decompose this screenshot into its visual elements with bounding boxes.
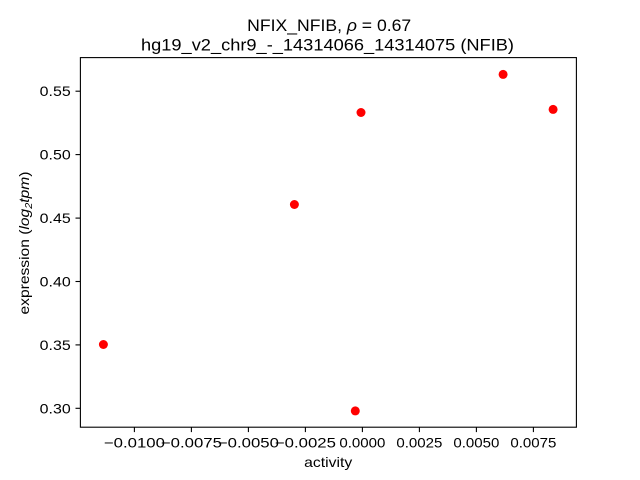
svg-text:0.0075: 0.0075 [510,435,556,451]
svg-text:0.0025: 0.0025 [396,435,442,451]
svg-text:0.35: 0.35 [40,337,71,353]
svg-text:−0.0025: −0.0025 [275,435,336,451]
svg-text:activity: activity [304,454,352,470]
svg-text:0.55: 0.55 [40,83,71,99]
svg-text:hg19_v2_chr9_-_14314066_143140: hg19_v2_chr9_-_14314066_14314075 (NFIB) [141,36,514,55]
svg-text:−0.0050: −0.0050 [218,435,279,451]
svg-text:0.30: 0.30 [40,400,71,416]
svg-text:0.45: 0.45 [40,210,71,226]
svg-text:NFIX_NFIB, ρ = 0.67: NFIX_NFIB, ρ = 0.67 [247,16,411,35]
svg-text:0.50: 0.50 [40,147,71,163]
svg-text:0.40: 0.40 [40,274,71,290]
svg-text:−0.0075: −0.0075 [161,435,222,451]
svg-text:0.0050: 0.0050 [453,435,499,451]
svg-text:−0.0100: −0.0100 [104,435,165,451]
svg-text:0.0000: 0.0000 [339,435,385,451]
